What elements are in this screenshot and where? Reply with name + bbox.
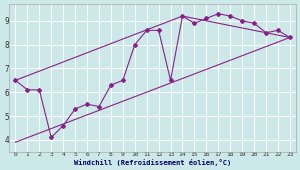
X-axis label: Windchill (Refroidissement éolien,°C): Windchill (Refroidissement éolien,°C) [74,159,231,166]
